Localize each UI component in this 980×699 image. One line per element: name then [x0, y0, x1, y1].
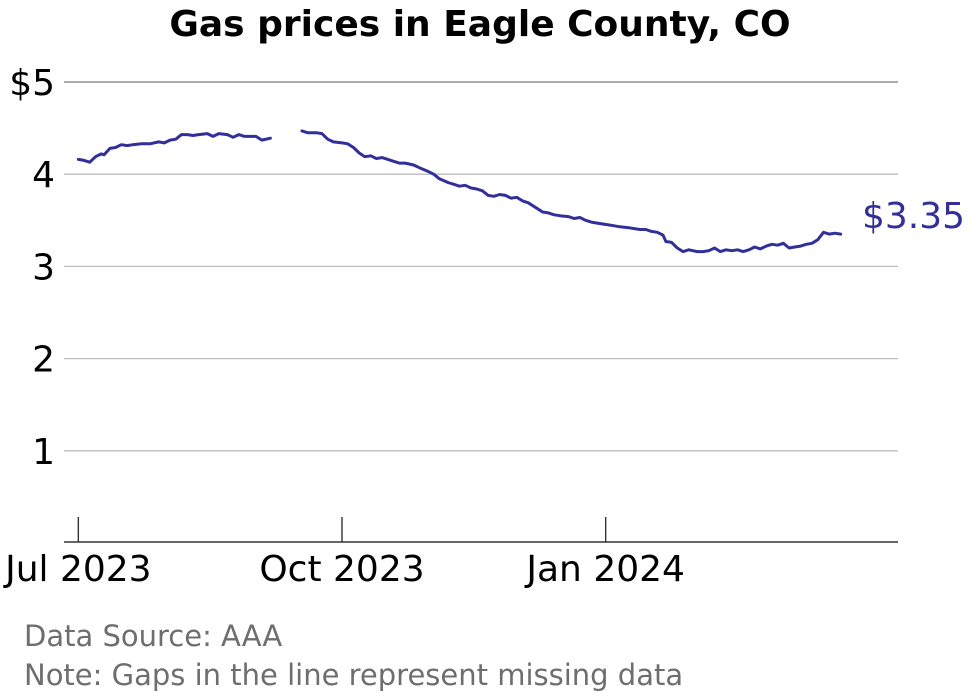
- missing-data-note: Note: Gaps in the line represent missing…: [24, 658, 683, 692]
- price-line-segment-2: [300, 129, 843, 254]
- x-tick-label-0: Jul 2023: [3, 549, 152, 590]
- x-tick-label-1: Oct 2023: [259, 549, 424, 590]
- y-tick-label-5: $5: [9, 63, 55, 104]
- data-source-note: Data Source: AAA: [24, 619, 282, 653]
- x-tick-label-2: Jan 2024: [524, 549, 685, 590]
- latest-price-label: $3.35: [862, 196, 965, 237]
- gridlines: [64, 81, 898, 452]
- chart-title: Gas prices in Eagle County, CO: [169, 4, 790, 45]
- x-axis-ticks: Jul 2023 Oct 2023 Jan 2024: [3, 517, 685, 590]
- y-tick-label-2: 2: [32, 340, 55, 381]
- y-tick-label-3: 3: [32, 247, 55, 288]
- price-line-segment-1: [76, 132, 272, 164]
- price-series: [76, 129, 843, 254]
- y-tick-label-1: 1: [32, 432, 55, 473]
- y-tick-label-4: 4: [32, 155, 55, 196]
- y-tick-labels: 1 2 3 4 $5: [9, 63, 55, 473]
